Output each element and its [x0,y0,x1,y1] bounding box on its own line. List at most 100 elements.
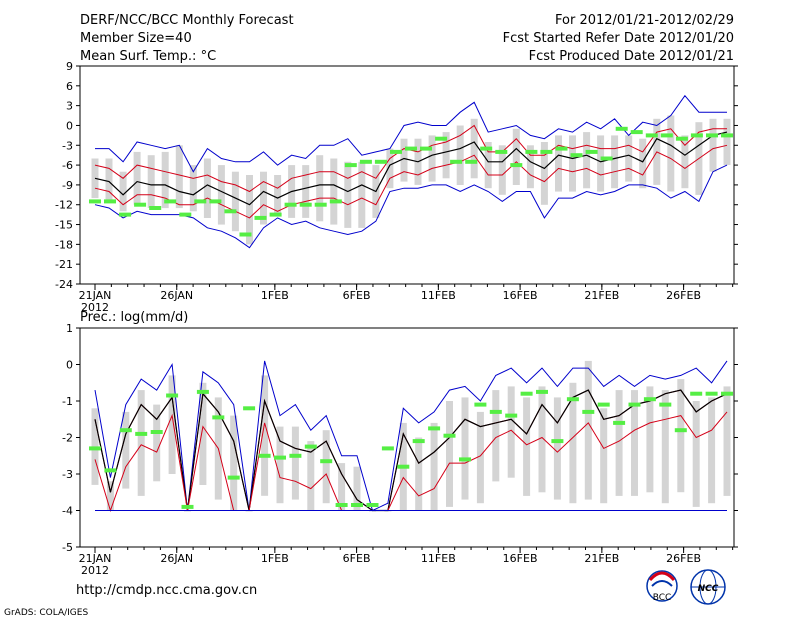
temp-spread-bar [133,151,141,205]
temp-observed-marker [450,159,463,164]
prec-spread-bar [446,401,453,507]
prec-y-tick-label: -2 [62,432,73,445]
temp-spread-bar [512,128,520,185]
prec-spread-bar [538,386,546,493]
temp-y-tick-label: -24 [55,278,73,291]
temp-spread-bar [555,135,562,192]
prec-observed-marker [150,430,163,434]
prec-observed-marker [459,457,471,462]
temp-observed-marker [299,202,312,207]
temp-x-tick-label: 16FEB [503,289,538,302]
temp-median-line [94,131,728,206]
temp-observed-marker [525,149,538,154]
prec-spread-bar [507,386,515,478]
temp-observed-marker [585,149,598,154]
temp-spread-bar [231,171,239,232]
precip-panel-label: Prec.: log(mm/d) [80,310,188,325]
temp-y-tick-label: -12 [55,199,73,212]
temp-y-tick-label: 6 [66,80,73,93]
prec-spread-bar [199,382,207,485]
temp-spread-bar [625,135,633,182]
temp-observed-marker [344,163,357,168]
ncc-logo: NCC [690,569,726,605]
prec-observed-marker [551,439,564,444]
prec-spread-bar [106,481,114,511]
prec-observed-marker [643,397,656,402]
prec-y-tick-label: 0 [66,359,73,372]
prec-observed-marker [721,391,733,396]
temp-y-tick-label: -21 [55,258,73,271]
prec-observed-marker [335,503,348,507]
temp-observed-marker [645,133,658,138]
prec-observed-marker [320,459,333,464]
temp-spread-bar [540,142,548,205]
temp-observed-marker [480,146,493,151]
source-url[interactable]: http://cmdp.ncc.cma.gov.cn [76,583,257,598]
prec-observed-marker [443,433,456,438]
prec-observed-marker [628,402,641,407]
temp-spread-bar [484,142,492,189]
prec-spread-bar [677,379,685,493]
prec-spread-bar [276,426,284,504]
prec-observed-marker [258,453,271,458]
temp-spread-bar [217,165,225,225]
prec-y-tick-label: -4 [62,505,73,518]
temp-observed-marker [164,199,177,204]
temp-spread-bar [119,171,127,212]
temp-observed-marker [119,212,132,217]
prec-y-tick-label: -1 [62,395,73,408]
bcc-logo-text: BCC [653,593,672,603]
temp-y-tick-label: -3 [62,139,73,152]
temp-spread-bar [611,135,619,189]
prec-spread-bar [661,390,669,504]
temp-observed-marker [104,199,116,204]
temp-spread-bar [667,115,675,192]
prec-spread-bar [415,437,423,511]
prec-observed-marker [489,409,502,414]
temp-observed-marker [660,133,673,138]
prec-observed-marker [474,402,487,407]
prec-spread-bar [353,466,361,511]
temp-spread-bar [358,161,366,228]
prec-x-tick-label: 6FEB [343,552,371,565]
prec-observed-marker [89,446,101,451]
temp-observed-marker [600,156,613,161]
temp-y-tick-label: 9 [66,60,73,73]
temp-observed-marker [495,149,508,154]
temp-spread-bar [428,135,436,182]
prec-x-tick-label: 21JAN [79,552,112,565]
produced-date: Fcst Produced Date 2012/01/21 [529,49,734,64]
prec-x-tick-label: 1FEB [261,552,289,565]
prec-observed-marker [304,444,317,449]
temp-spread-bar [246,175,253,245]
prec-spread-bar [631,390,638,496]
prec-y-tick-label: 1 [66,322,73,335]
temp-observed-marker [209,199,222,204]
temp-observed-marker [721,133,733,138]
prec-observed-marker [613,420,626,425]
prec-lower-line [94,411,728,513]
ncc-logo-text: NCC [698,584,719,594]
prec-observed-marker [289,453,302,458]
temp-x-tick-label: 21FEB [584,289,619,302]
temp-x-tick-label: 1FEB [261,289,289,302]
temp-observed-marker [149,206,162,210]
temp-observed-marker [540,149,553,154]
prec-observed-marker [196,389,209,394]
temp-y-tick-label: -6 [62,159,73,172]
prec-observed-marker [366,503,379,507]
prec-x-tick-label: 21FEB [584,552,619,565]
temp-observed-marker [615,126,628,131]
temp-plot-frame [79,65,735,285]
prec-spread-bar [492,390,500,482]
temp-spread-bar [639,138,647,189]
prec-spread-bar [153,404,161,482]
temp-spread-bar [386,148,394,189]
prec-observed-marker [428,426,441,431]
prec-spread-bar [708,397,716,504]
grads-credit: GrADS: COLA/IGES [4,608,88,618]
prec-observed-marker [243,406,256,411]
temp-observed-marker [420,146,432,151]
